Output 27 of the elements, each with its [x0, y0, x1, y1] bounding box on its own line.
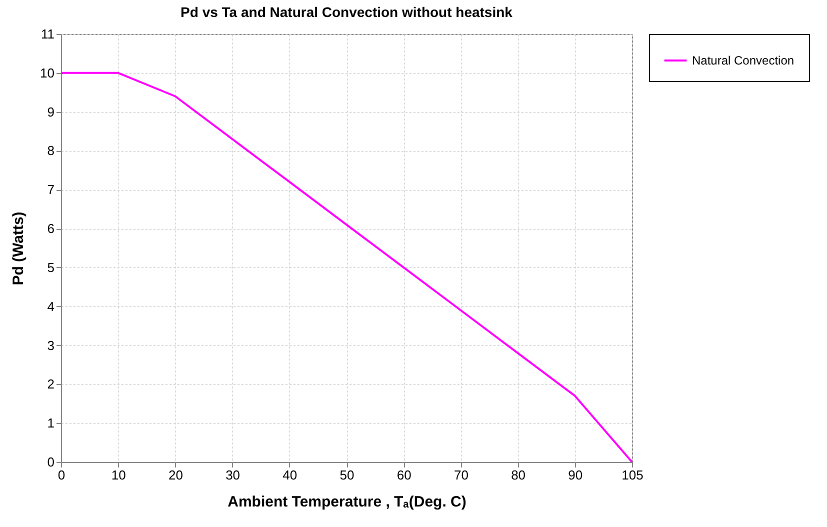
x-tick-label: 30 — [226, 468, 240, 482]
y-tick-label: 8 — [47, 143, 54, 158]
x-tick-label: 105 — [622, 468, 644, 482]
x-tick-label: 90 — [568, 468, 583, 482]
y-tick-label: 7 — [47, 182, 54, 198]
y-tick-label: 3 — [47, 338, 54, 353]
y-axis-title: Pd (Watts) — [10, 212, 28, 286]
y-tick-label: 4 — [47, 298, 54, 314]
y-tick-label: 5 — [47, 260, 54, 275]
x-axis-title: Ambient Temperature , Tₐ(Deg. C) — [228, 494, 466, 510]
x-tick-label: 50 — [340, 468, 354, 482]
legend-label: Natural Convection — [692, 54, 794, 68]
y-tick-label: 1 — [47, 416, 54, 431]
chart-title: Pd vs Ta and Natural Convection without heatsink — [180, 4, 513, 20]
x-tick-label: 40 — [282, 468, 298, 482]
x-tick-label: 80 — [511, 468, 526, 482]
y-tick-label: 11 — [41, 26, 54, 42]
y-tick-label: 0 — [47, 454, 54, 470]
x-tick-label: 70 — [454, 468, 468, 482]
x-tick-label: 60 — [396, 468, 412, 482]
x-tick-label: 10 — [111, 468, 126, 482]
y-tick-label: 9 — [47, 104, 54, 120]
y-tick-label: 10 — [40, 65, 54, 80]
y-tick-label: 6 — [47, 221, 54, 236]
x-tick-label: 20 — [168, 468, 183, 482]
x-tick-label: 0 — [58, 468, 66, 482]
y-tick-label: 2 — [47, 376, 54, 392]
